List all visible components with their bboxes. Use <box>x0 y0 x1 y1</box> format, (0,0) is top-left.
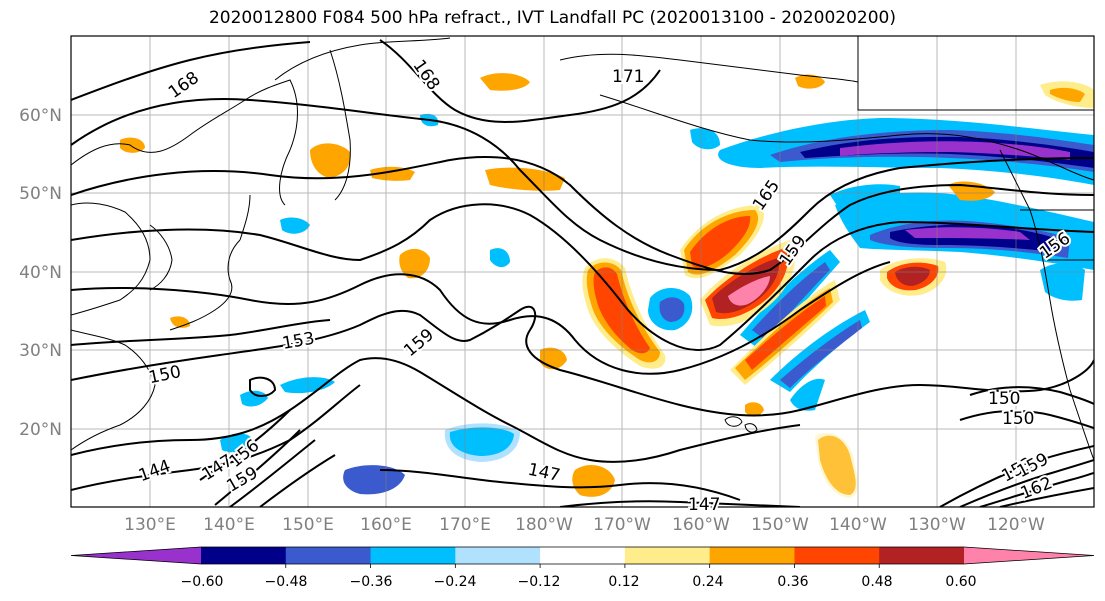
colorbar-ticks: −0.60 −0.48 −0.36 −0.24 −0.12 0.12 0.24 … <box>181 574 977 590</box>
colorbar-segment <box>624 547 711 564</box>
colorbar-tick-label: −0.48 <box>265 574 308 590</box>
colorbar-segment <box>201 547 287 564</box>
colorbar-tick-label: 0.48 <box>861 574 892 590</box>
lon-label: 120°W <box>987 515 1045 535</box>
lat-label: 30°N <box>19 341 62 361</box>
lon-label: 180°W <box>515 515 573 535</box>
contour-label: 150 <box>1002 409 1034 429</box>
lat-label: 40°N <box>19 263 62 283</box>
colorbar-tick-label: 0.60 <box>945 574 976 590</box>
colorbar-segment <box>540 547 626 564</box>
colorbar-outline <box>70 546 1095 565</box>
colorbar-segment <box>285 547 372 564</box>
longitude-labels: 130°E 140°E 150°E 160°E 170°E 180°W 170°… <box>124 515 1045 535</box>
lat-label: 50°N <box>19 184 62 204</box>
colorbar-tick-label: −0.24 <box>434 574 477 590</box>
lon-label: 170°W <box>593 515 651 535</box>
colorbar-tick-label: −0.12 <box>518 574 561 590</box>
lon-label: 140°E <box>203 515 255 535</box>
colorbar-segment <box>964 547 1094 564</box>
lat-label: 20°N <box>19 420 62 440</box>
colorbar-tick-label: −0.36 <box>350 574 393 590</box>
lon-label: 160°E <box>360 515 412 535</box>
contour-label: 171 <box>612 67 644 87</box>
lon-label: 130°E <box>124 515 176 535</box>
colorbar-segment <box>879 547 965 564</box>
colorbar <box>70 546 1095 568</box>
colorbar-segment <box>71 547 201 564</box>
lon-label: 130°W <box>908 515 966 535</box>
colorbar-tick-label: 0.24 <box>692 574 723 590</box>
colorbar-segment <box>370 547 456 564</box>
colorbar-segment <box>709 547 795 564</box>
lon-label: 150°E <box>282 515 334 535</box>
map-frame <box>70 35 1095 508</box>
map-title: 2020012800 F084 500 hPa refract., IVT La… <box>208 8 896 28</box>
lon-label: 170°E <box>439 515 491 535</box>
colorbar-tick-label: 0.36 <box>777 574 808 590</box>
contour-label: 150 <box>988 389 1020 409</box>
gridlines <box>71 36 1094 507</box>
colorbar-tick-label: −0.60 <box>181 574 224 590</box>
contour-label: 147 <box>688 495 720 515</box>
colorbar-segment <box>794 547 880 564</box>
colorbar-segment <box>455 547 541 564</box>
colorbar-tick-label: 0.12 <box>608 574 639 590</box>
latitude-labels: 60°N 50°N 40°N 30°N 20°N <box>19 106 62 440</box>
lon-label: 160°W <box>672 515 730 535</box>
lat-label: 60°N <box>19 106 62 126</box>
lon-label: 150°W <box>751 515 809 535</box>
lon-label: 140°W <box>829 515 887 535</box>
height-contours <box>71 39 1094 507</box>
